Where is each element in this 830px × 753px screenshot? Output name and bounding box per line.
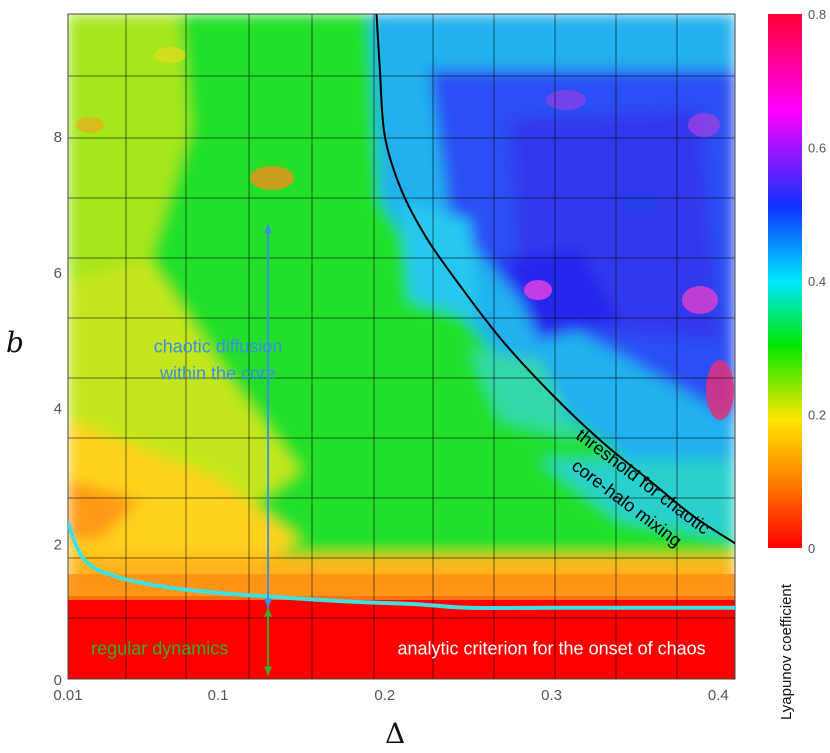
chaotic-diffusion-annotation: chaotic diffusion within the core: [154, 337, 283, 384]
analytic-criterion-annotation: analytic criterion for the onset of chao…: [397, 638, 705, 658]
colorbar-label: Lyapunov coefficient: [778, 583, 795, 720]
colorbar-tick-label: 0.6: [808, 141, 826, 156]
chaotic-mixing-threshold-curve: [375, 14, 735, 545]
analytic-criterion-curve: [68, 520, 735, 610]
regular-dynamics-arrow: [264, 607, 273, 676]
colorbar-tick-label: 0.4: [808, 274, 826, 289]
y-tick-label: 0: [54, 672, 62, 689]
colorbar-tick-label: 0: [808, 541, 815, 556]
y-tick-label: 4: [54, 401, 62, 418]
x-tick-label: 0.01: [53, 687, 82, 704]
x-axis-label: Δ: [385, 717, 405, 750]
y-tick-label: 2: [54, 536, 62, 553]
grid-lines: [68, 14, 735, 679]
y-tick-label: 6: [54, 265, 62, 282]
colorbar: 0 0.2 0.4 0.6 0.8 Lyapunov coefficient: [768, 7, 826, 720]
colorbar-gradient: [768, 14, 802, 548]
plot-frame: [67, 13, 736, 680]
x-tick-label: 0.3: [541, 687, 562, 704]
x-tick-label: 0.1: [208, 687, 229, 704]
x-tick-label: 0.2: [374, 687, 395, 704]
regular-dynamics-annotation: regular dynamics: [91, 638, 228, 658]
y-tick-label: 8: [54, 129, 62, 146]
colorbar-tick-label: 0.2: [808, 408, 826, 423]
chaotic-diffusion-arrow: [264, 224, 273, 608]
y-axis-label: b: [6, 326, 24, 359]
x-tick-label: 0.4: [708, 687, 729, 704]
colorbar-tick-label: 0.8: [808, 7, 826, 22]
